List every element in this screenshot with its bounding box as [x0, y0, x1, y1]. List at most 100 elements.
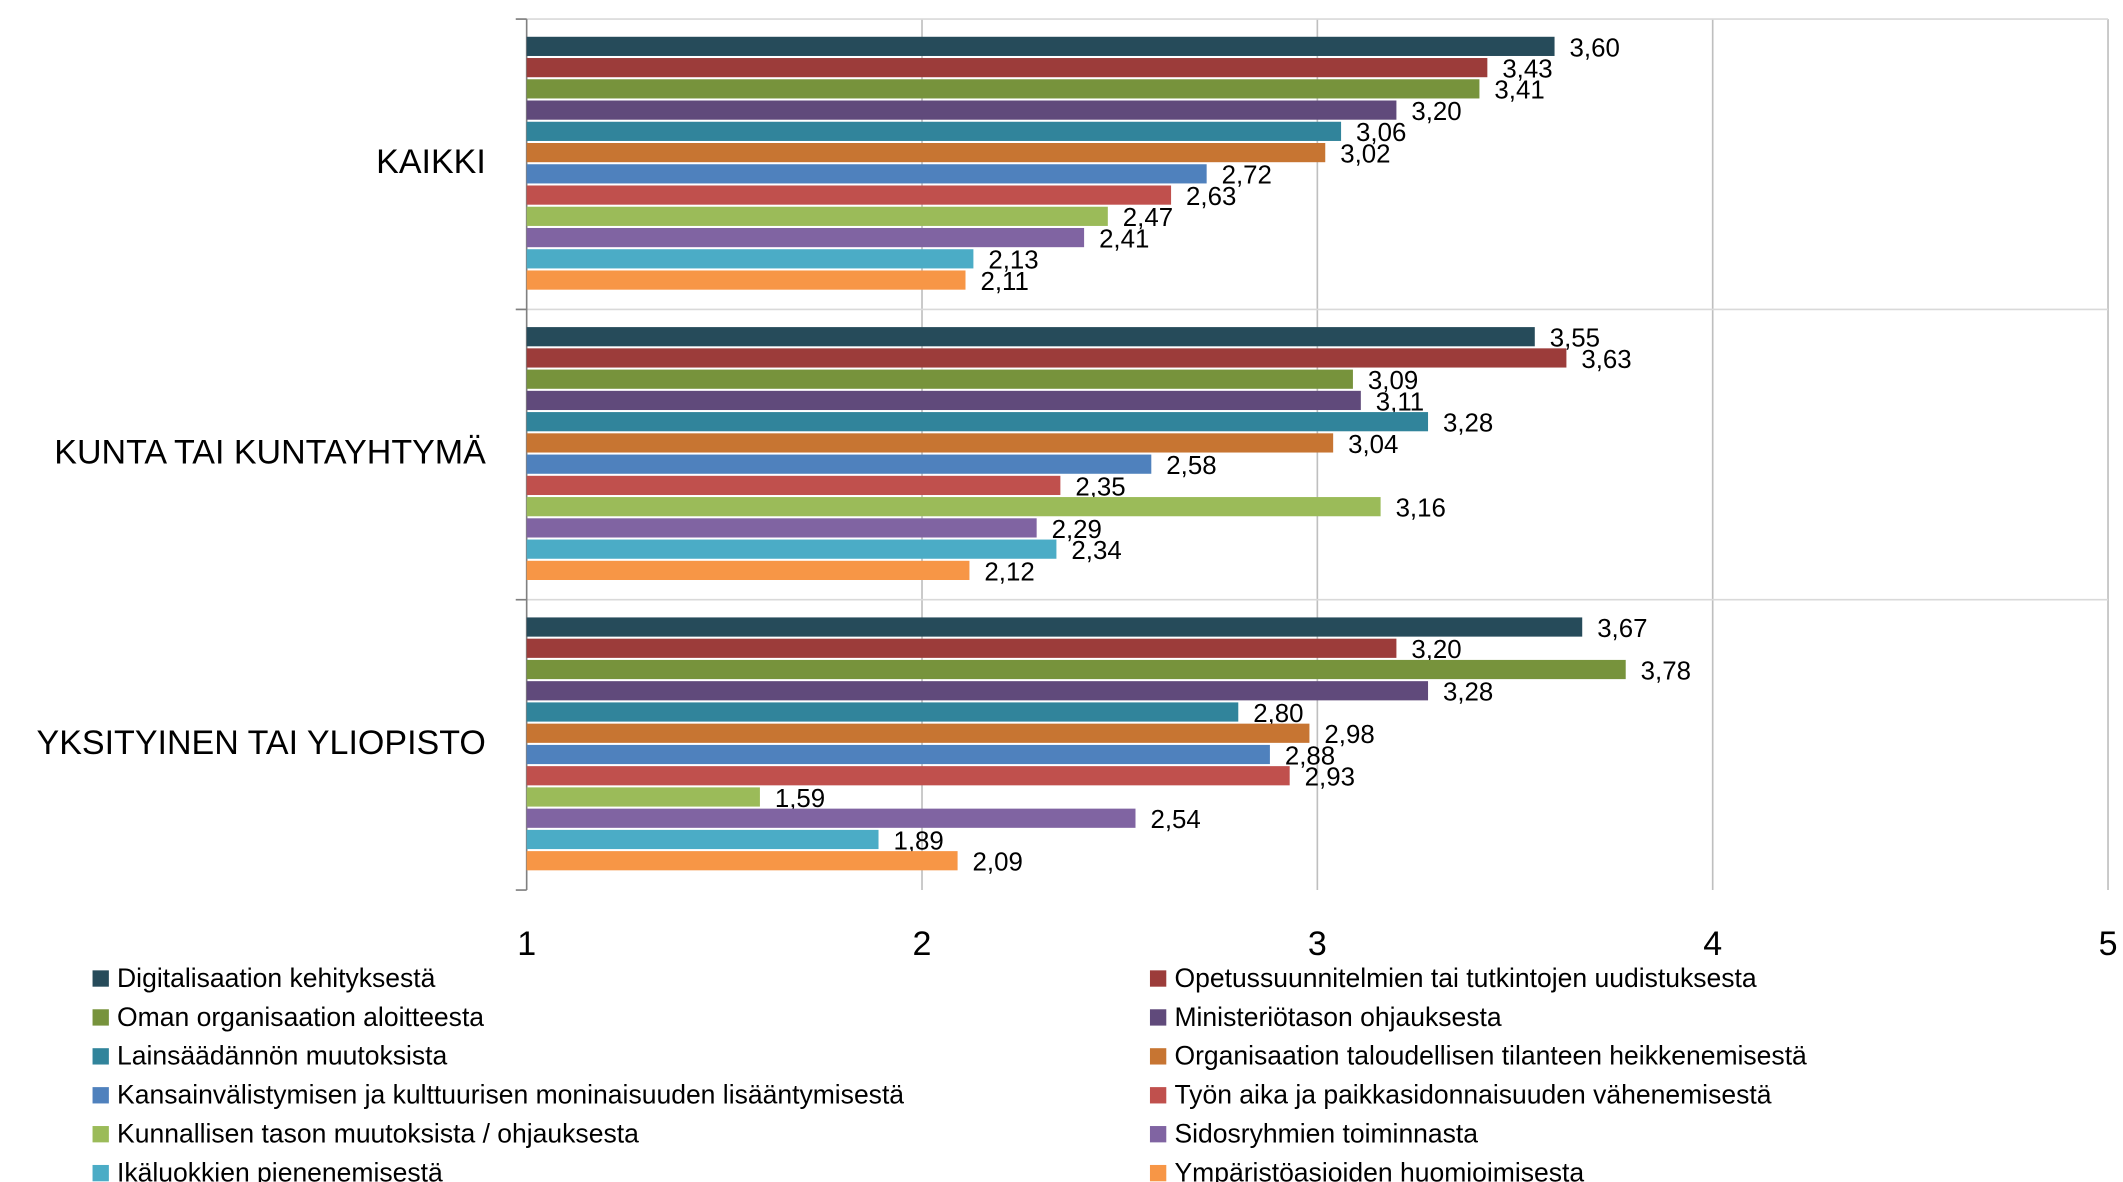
- bar: [526, 348, 1567, 368]
- value-label: 3,63: [1581, 346, 1631, 374]
- bar: [526, 723, 1310, 743]
- value-label: 1,89: [893, 827, 943, 855]
- value-label: 3,06: [1356, 119, 1406, 147]
- bar: [526, 143, 1326, 163]
- bar: [526, 702, 1239, 722]
- x-tick-label: 2: [913, 925, 932, 963]
- bar: [526, 390, 1361, 411]
- value-label: 2,88: [1285, 742, 1335, 770]
- value-label: 2,93: [1305, 764, 1355, 792]
- legend-swatch: [1149, 1087, 1167, 1104]
- bar: [526, 659, 1626, 680]
- bar: [526, 851, 958, 871]
- value-label: 3,20: [1411, 636, 1461, 664]
- value-label: 2,58: [1166, 452, 1216, 480]
- value-label: 3,09: [1368, 367, 1418, 395]
- bar: [526, 638, 1397, 658]
- legend-swatch: [92, 1126, 109, 1143]
- bar: [526, 79, 1480, 99]
- legend-swatch: [1149, 1048, 1167, 1065]
- value-label: 2,41: [1099, 225, 1149, 253]
- bar: [526, 829, 879, 850]
- bar: [526, 369, 1353, 389]
- legend-label: Digitalisaation kehityksestä: [117, 963, 436, 993]
- legend-label: Työn aika ja paikkasidonnaisuuden vähene…: [1174, 1080, 1771, 1110]
- value-label: 2,13: [988, 247, 1038, 275]
- value-label: 3,55: [1550, 325, 1600, 353]
- bar: [526, 475, 1061, 496]
- bar: [526, 412, 1429, 432]
- bar: [526, 518, 1037, 538]
- bar: [526, 454, 1152, 474]
- legend-label: Ympäristöasioiden huomioimisesta: [1174, 1158, 1584, 1182]
- value-label: 2,11: [980, 268, 1028, 296]
- category-label: KUNTA TAI KUNTAYHTYMÄ: [54, 434, 486, 472]
- legend-label: Opetussuunnitelmien tai tutkintojen uudi…: [1174, 963, 1756, 993]
- legend-swatch: [1149, 1164, 1167, 1182]
- value-label: 2,12: [984, 558, 1034, 586]
- value-label: 3,20: [1411, 98, 1461, 126]
- bar: [526, 433, 1334, 453]
- legend-label: Kansainvälistymisen ja kulttuurisen moni…: [117, 1080, 904, 1110]
- legend-label: Sidosryhmien toiminnasta: [1174, 1119, 1478, 1149]
- x-tick-label: 3: [1308, 925, 1327, 963]
- legend-swatch: [92, 1087, 109, 1104]
- bar: [526, 327, 1535, 347]
- value-label: 3,11: [1376, 388, 1424, 416]
- x-tick-label: 5: [2099, 925, 2118, 963]
- legend-swatch: [92, 1009, 109, 1026]
- bar: [526, 270, 966, 290]
- legend-label: Kunnallisen tason muutoksista / ohjaukse…: [117, 1119, 639, 1149]
- legend-label: Organisaation taloudellisen tilanteen he…: [1174, 1041, 1807, 1071]
- value-label: 1,59: [775, 785, 825, 813]
- value-label: 2,63: [1186, 183, 1236, 211]
- value-label: 2,47: [1123, 204, 1173, 232]
- bar: [526, 121, 1342, 141]
- legend-swatch: [92, 1164, 109, 1182]
- legend-swatch: [92, 970, 109, 987]
- value-label: 3,60: [1570, 34, 1620, 62]
- value-label: 3,16: [1396, 495, 1446, 523]
- bar: [526, 744, 1270, 765]
- value-label: 2,09: [973, 849, 1023, 877]
- value-label: 3,67: [1597, 615, 1647, 643]
- bar: [526, 206, 1108, 226]
- value-label: 3,28: [1443, 679, 1493, 707]
- legend-label: Ikäluokkien pienenemisestä: [117, 1158, 443, 1182]
- value-label: 3,02: [1340, 140, 1390, 168]
- value-label: 3,28: [1443, 410, 1493, 438]
- legend-swatch: [1149, 970, 1167, 987]
- value-label: 2,98: [1324, 721, 1374, 749]
- value-label: 2,34: [1071, 537, 1121, 565]
- value-label: 2,54: [1150, 806, 1200, 834]
- bar: [526, 58, 1488, 78]
- legend-label: Ministeriötason ohjauksesta: [1174, 1002, 1501, 1032]
- bar: [526, 766, 1290, 786]
- category-label: KAIKKI: [376, 143, 486, 181]
- legend-swatch: [1149, 1009, 1167, 1026]
- bar: [526, 227, 1085, 248]
- bar: [526, 617, 1583, 637]
- bar: [526, 100, 1397, 120]
- value-label: 3,43: [1502, 56, 1552, 84]
- bar: [526, 681, 1429, 701]
- value-label: 3,78: [1641, 657, 1691, 685]
- bar: [526, 560, 970, 580]
- legend-swatch: [92, 1048, 109, 1065]
- x-tick-label: 1: [517, 925, 536, 963]
- x-tick-label: 4: [1703, 925, 1722, 963]
- bar: [526, 808, 1136, 828]
- bar: [526, 36, 1555, 56]
- legend-swatch: [1149, 1126, 1167, 1143]
- value-label: 3,41: [1494, 77, 1544, 105]
- value-label: 2,80: [1253, 700, 1303, 728]
- bar: [526, 497, 1381, 517]
- category-label: YKSITYINEN TAI YLIOPISTO: [37, 724, 486, 762]
- bar: [526, 787, 760, 807]
- value-label: 2,72: [1222, 162, 1272, 190]
- bar: [526, 539, 1057, 559]
- bar: [526, 185, 1172, 205]
- value-label: 2,35: [1075, 473, 1125, 501]
- legend-label: Oman organisaation aloitteesta: [117, 1002, 484, 1032]
- legend-label: Lainsäädännön muutoksista: [117, 1041, 447, 1071]
